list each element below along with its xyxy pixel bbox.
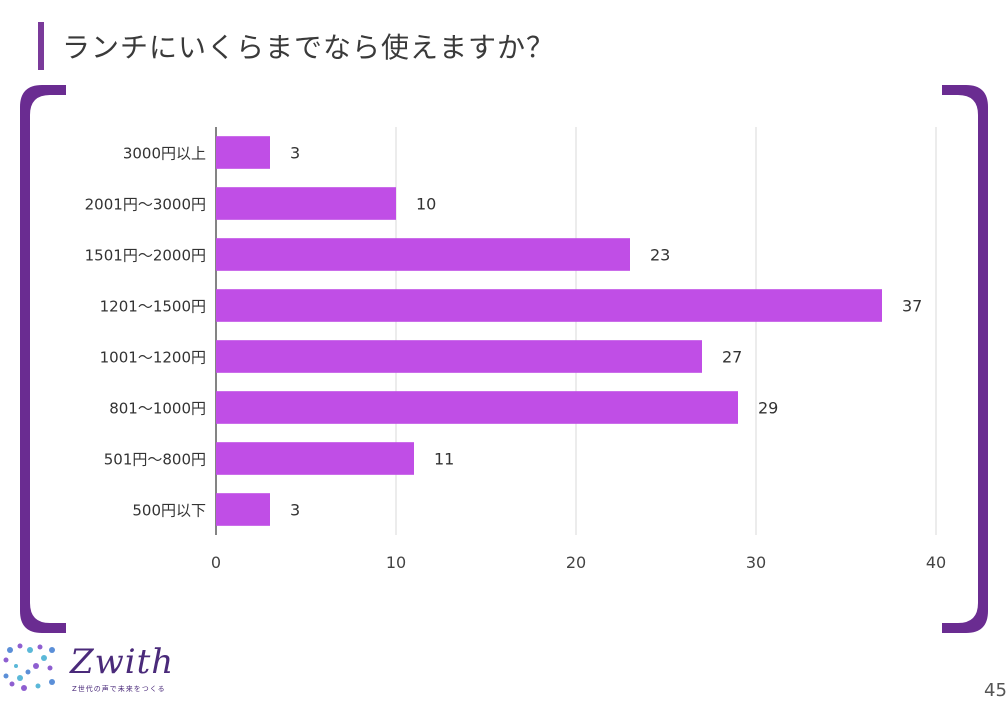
logo-tagline: Z世代の声で未来をつくる <box>72 685 166 693</box>
category-label: 2001円〜3000円 <box>85 196 206 214</box>
x-tick-label: 0 <box>211 553 221 572</box>
x-tick-label: 40 <box>926 553 946 572</box>
page-title: ランチにいくらまでなら使えますか？ <box>62 31 556 64</box>
x-tick-label: 30 <box>746 553 766 572</box>
category-label: 801〜1000円 <box>109 400 206 418</box>
bar <box>216 493 270 526</box>
bar <box>216 391 738 424</box>
category-label: 3000円以上 <box>123 145 206 163</box>
category-label: 1001〜1200円 <box>100 349 206 367</box>
logo-wordmark: Zwith <box>70 642 175 682</box>
bracket-decoration <box>20 85 988 633</box>
category-label: 1201〜1500円 <box>100 298 206 316</box>
page-number: 45 <box>984 680 1007 701</box>
bar <box>216 136 270 169</box>
data-label: 3 <box>290 144 300 163</box>
bar <box>216 187 396 220</box>
bar-chart: 0 10 20 30 40 3000円以上 3 2001円〜3000円 10 1501円〜2000… <box>85 127 946 572</box>
data-label: 29 <box>758 399 778 418</box>
chart-frame: 0 10 20 30 40 3000円以上 3 2001円〜3000円 10 1501円〜2000… <box>20 85 988 633</box>
zwith-logo-mark <box>3 643 55 691</box>
data-label: 27 <box>722 348 742 367</box>
data-label: 37 <box>902 297 922 316</box>
category-label: 1501円〜2000円 <box>85 247 206 265</box>
bar <box>216 442 414 475</box>
data-label: 11 <box>434 450 454 469</box>
data-label: 10 <box>416 195 436 214</box>
data-label: 3 <box>290 501 300 520</box>
x-tick-label: 10 <box>386 553 406 572</box>
right-bracket <box>942 85 988 633</box>
title-accent-bar <box>38 22 44 70</box>
left-bracket <box>20 85 66 633</box>
bar <box>216 289 882 322</box>
bar <box>216 238 630 271</box>
bar <box>216 340 702 373</box>
category-label: 500円以下 <box>132 502 206 520</box>
data-label: 23 <box>650 246 670 265</box>
x-tick-label: 20 <box>566 553 586 572</box>
category-label: 501円〜800円 <box>104 451 206 469</box>
